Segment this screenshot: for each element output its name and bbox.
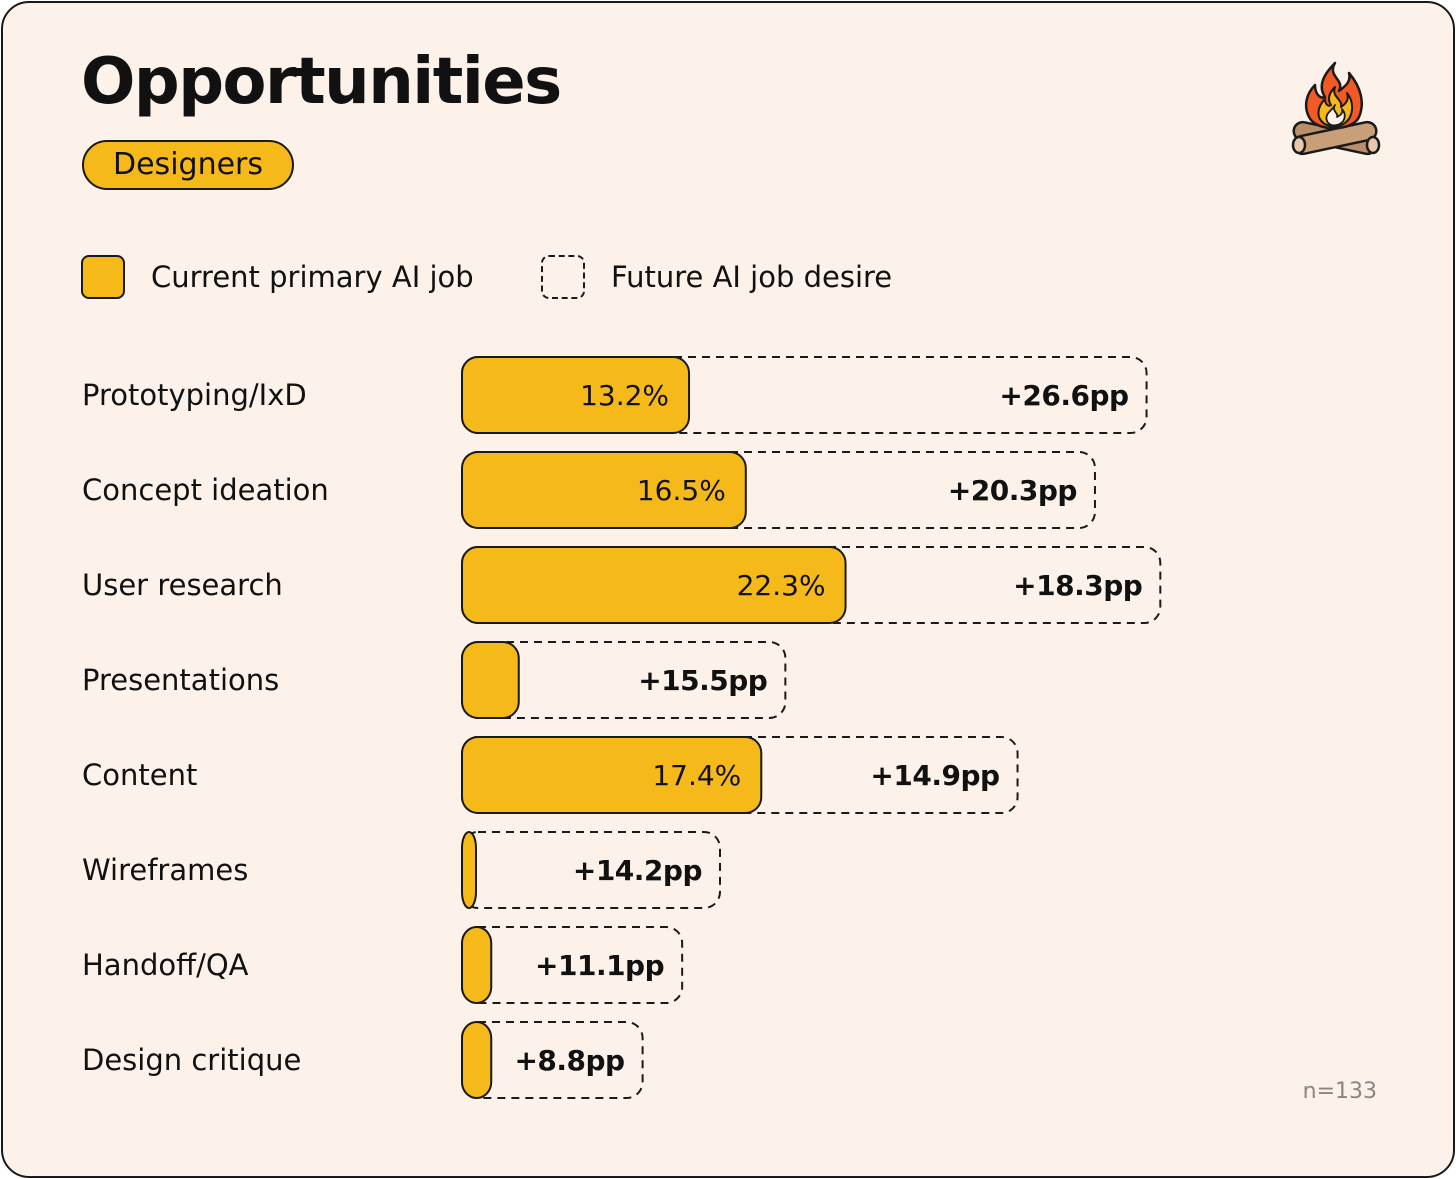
- legend-label-future: Future AI job desire: [611, 260, 893, 294]
- current-value-label: 13.2%: [580, 379, 669, 412]
- current-job-bar: [461, 831, 477, 909]
- chart-title: Opportunities: [81, 45, 562, 119]
- future-delta-label: +18.3pp: [1013, 569, 1142, 602]
- legend-current: Current primary AI job: [81, 254, 474, 300]
- sample-size: n=133: [1302, 1079, 1377, 1104]
- future-delta-label: +26.6pp: [999, 379, 1128, 412]
- segment-badge: Designers: [82, 140, 294, 190]
- legend-label-current: Current primary AI job: [151, 260, 474, 294]
- current-job-bar: [461, 451, 747, 529]
- category-label: Presentations: [82, 663, 279, 697]
- future-delta-label: +8.8pp: [514, 1044, 624, 1077]
- category-label: Prototyping/IxD: [82, 378, 307, 412]
- future-desire-bar: [461, 451, 1096, 529]
- current-job-bar: [461, 546, 847, 624]
- future-delta-label: +14.2pp: [573, 854, 702, 887]
- future-desire-bar: [461, 641, 787, 719]
- category-label: Concept ideation: [82, 473, 329, 507]
- future-delta-label: +14.9pp: [870, 759, 999, 792]
- category-label: Content: [82, 758, 197, 792]
- future-delta-label: +11.1pp: [535, 949, 664, 982]
- category-label: User research: [82, 568, 283, 602]
- current-job-bar: [461, 1021, 493, 1099]
- campfire-icon: [1291, 61, 1381, 156]
- category-label: Handoff/QA: [82, 948, 249, 982]
- current-value-label: 16.5%: [637, 474, 726, 507]
- bar-chart: Prototyping/IxD 13.2% +26.6pp Concept ideat…: [82, 356, 1162, 1099]
- category-label: Design critique: [82, 1043, 301, 1077]
- current-job-bar: [461, 356, 691, 434]
- current-value-label: 22.3%: [737, 569, 826, 602]
- current-job-bar: [461, 641, 520, 719]
- legend-future: Future AI job desire: [541, 254, 892, 300]
- future-delta-label: +20.3pp: [948, 474, 1077, 507]
- current-job-bar: [461, 926, 493, 1004]
- legend-swatch-future: [541, 255, 585, 299]
- future-delta-label: +15.5pp: [638, 664, 767, 697]
- legend-swatch-current: [81, 255, 125, 299]
- current-job-bar: [461, 736, 763, 814]
- category-label: Wireframes: [82, 853, 248, 887]
- current-value-label: 17.4%: [652, 759, 741, 792]
